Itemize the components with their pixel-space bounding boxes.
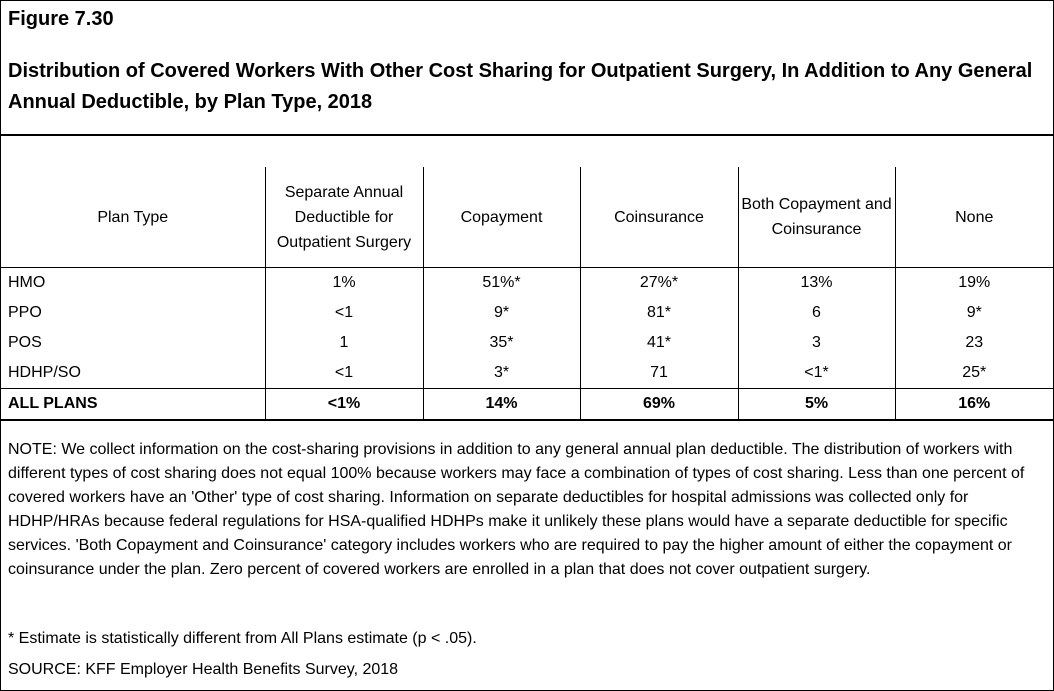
table-cell: 69% (579, 388, 738, 421)
table-cell: 27%* (579, 267, 738, 298)
column-header: Copayment (422, 167, 580, 268)
row-label: HMO (8, 274, 46, 291)
table-cell: 35* (422, 328, 580, 358)
row-label: POS (8, 334, 42, 351)
figure-label: Figure 7.30 (8, 8, 114, 30)
table-cell: <1% (264, 388, 423, 421)
column-header: Both Copayment and Coinsurance (737, 167, 895, 268)
table-cell: 19% (894, 267, 1053, 298)
table-cell: 3 (737, 328, 895, 358)
column-header: Coinsurance (579, 167, 738, 268)
table-cell: 3* (422, 358, 580, 389)
table-cell: 9* (422, 298, 580, 328)
table-cell: 51%* (422, 267, 580, 298)
figure-title: Distribution of Covered Workers With Oth… (8, 60, 1033, 113)
total-row: ALL PLANS <1% 14% 69% 5% 16% (1, 388, 1053, 421)
column-header: Separate Annual Deductible for Outpatien… (264, 167, 423, 268)
table-cell: 23 (894, 328, 1053, 358)
table-cell: <1 (264, 358, 423, 389)
footnote-text: * Estimate is statistically different fr… (8, 630, 477, 647)
table-row: HMO 1% 51%* 27%* 13% 19% (1, 267, 1053, 298)
table-row: PPO <1 9* 81* 6 9* (1, 298, 1053, 328)
table-cell: 25* (894, 358, 1053, 389)
table-cell: 81* (579, 298, 738, 328)
table-cell: 9* (894, 298, 1053, 328)
table-header-row: Plan Type Separate Annual Deductible for… (1, 167, 1053, 268)
table-cell: 6 (737, 298, 895, 328)
table-cell: 71 (579, 358, 738, 389)
table-row: POS 1 35* 41* 3 23 (1, 328, 1053, 358)
row-label: HDHP/SO (8, 364, 81, 381)
plan-type-table: Plan Type Separate Annual Deductible for… (1, 167, 1053, 421)
figure-header: Figure 7.30 Distribution of Covered Work… (1, 1, 1053, 136)
column-header: None (894, 167, 1053, 268)
table-cell: 1 (264, 328, 423, 358)
table-cell: <1* (737, 358, 895, 389)
note-text: NOTE: We collect information on the cost… (8, 441, 1025, 578)
table-row: HDHP/SO <1 3* 71 <1* 25* (1, 358, 1053, 389)
table-cell: 16% (894, 388, 1053, 421)
table-cell: 5% (737, 388, 895, 421)
table-cell: 13% (737, 267, 895, 298)
column-header: Plan Type (1, 167, 265, 268)
row-label: ALL PLANS (1, 388, 265, 421)
table-cell: 1% (264, 267, 423, 298)
source-text: SOURCE: KFF Employer Health Benefits Sur… (8, 661, 399, 678)
table-cell: 14% (422, 388, 580, 421)
table-cell: 41* (579, 328, 738, 358)
row-label: PPO (8, 304, 42, 321)
table-cell: <1 (264, 298, 423, 328)
